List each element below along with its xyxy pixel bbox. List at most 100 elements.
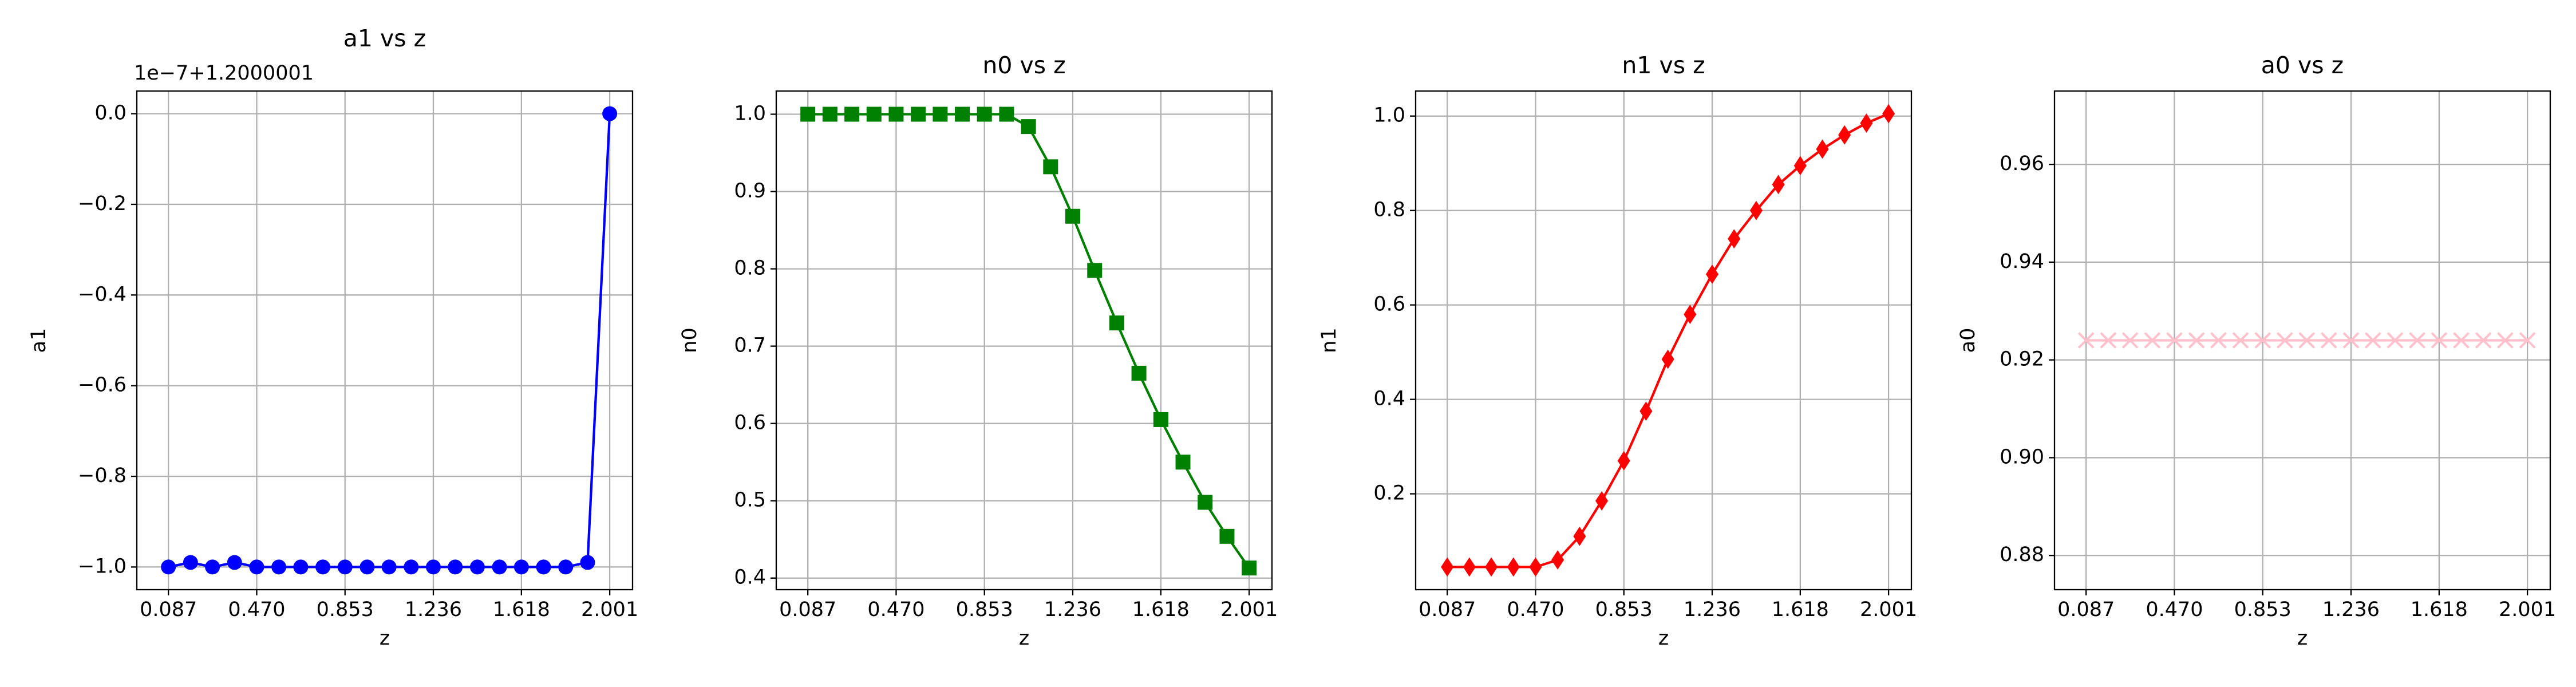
marker [2342,332,2360,349]
y-tick-label: 0.7 [734,334,766,357]
marker [1153,412,1168,427]
y-tick-label: 0.8 [1373,199,1405,222]
y-tick-label: 0.6 [734,412,766,435]
marker [911,106,926,122]
y-tick-label: −0.2 [78,192,127,215]
marker [469,559,485,575]
y-axis-label: n0 [678,327,701,353]
x-tick-label: 2.001 [1860,598,1917,621]
marker [1529,557,1542,577]
marker [2409,332,2426,349]
x-tick-label: 0.853 [956,598,1013,621]
offset-text: 1e−7+1.2000001 [134,62,314,85]
marker [1198,495,1213,510]
y-axis-label: a1 [27,328,50,353]
x-tick-label: 1.236 [1044,598,1101,621]
marker [513,559,529,575]
x-tick-label: 1.236 [1684,598,1741,621]
x-tick-label: 0.853 [1595,598,1653,621]
marker [1463,557,1476,577]
marker [2100,332,2117,349]
x-tick-label: 0.470 [2146,598,2203,621]
x-tick-label: 0.470 [1507,598,1564,621]
marker [1507,557,1520,577]
x-tick-label: 0.853 [317,598,374,621]
y-tick-label: −1.0 [78,555,127,578]
marker [1065,208,1080,224]
marker [2254,332,2271,349]
marker [1617,451,1630,471]
marker [866,106,882,122]
marker [1816,139,1829,159]
marker [1705,264,1719,284]
marker [1860,113,1873,133]
x-tick-label: 0.087 [2057,598,2115,621]
axes-frame [136,90,634,591]
marker [1441,557,1454,577]
subplot: 0.087 0.470 0.853 1.236 1.618 2.001 −1.0 −0.8 −0… [27,25,638,650]
marker [161,559,176,575]
line [808,113,1250,569]
marker [2232,332,2249,349]
y-tick-label: 0.0 [94,102,127,125]
marker [1485,557,1498,577]
x-tick-label: 1.618 [1132,598,1190,621]
marker [1242,560,1257,576]
marker [2431,332,2448,349]
marker [271,559,287,575]
marker [1131,365,1147,381]
marker [999,106,1014,122]
marker [1021,119,1036,135]
x-tick-label: 0.087 [779,598,836,621]
marker [2497,332,2514,349]
x-tick-label: 1.236 [2322,598,2380,621]
marker [2453,332,2470,349]
marker [448,559,463,575]
marker [1043,159,1058,175]
marker [1595,491,1609,511]
marker [425,559,441,575]
x-tick-label: 1.618 [1772,598,1829,621]
line [168,113,611,568]
plot-area [161,106,618,575]
marker [558,559,574,575]
marker [1772,175,1785,195]
marker [2188,332,2205,349]
marker [933,106,948,122]
marker [888,106,904,122]
marker [1219,528,1235,544]
marker [2077,332,2095,349]
x-tick-label: 1.618 [493,598,550,621]
y-tick-label: 0.90 [2000,445,2044,468]
x-tick-label: 0.087 [1419,598,1476,621]
y-tick-label: 0.96 [2000,152,2044,175]
marker [800,106,816,122]
y-tick-label: 1.0 [1373,104,1405,127]
marker [844,106,860,122]
subplot: 0.087 0.470 0.853 1.236 1.618 2.001 0.88 0.90 0.… [1957,52,2556,650]
marker [2387,332,2404,349]
marker [293,559,309,575]
chart-title: n0 vs z [982,52,1065,79]
x-axis-label: z [1019,627,1029,650]
marker [2121,332,2139,349]
y-tick-label: 0.6 [1373,293,1405,316]
marker [1551,550,1564,570]
x-tick-label: 2.001 [581,598,638,621]
subplot: 0.087 0.470 0.853 1.236 1.618 2.001 0.4 0.5 0.6 0… [678,52,1278,650]
marker [2364,332,2381,349]
marker [1793,156,1807,176]
x-tick-label: 0.853 [2234,598,2291,621]
marker [492,559,507,575]
marker [1573,526,1586,546]
marker [1728,229,1741,249]
y-tick-label: 0.88 [2000,543,2044,566]
x-tick-label: 1.618 [2411,598,2468,621]
y-tick-label: 0.4 [734,566,766,589]
axes-frame [775,90,1273,591]
marker [1087,263,1103,278]
marker [955,106,970,122]
x-tick-label: 1.236 [405,598,462,621]
marker [1882,104,1895,124]
